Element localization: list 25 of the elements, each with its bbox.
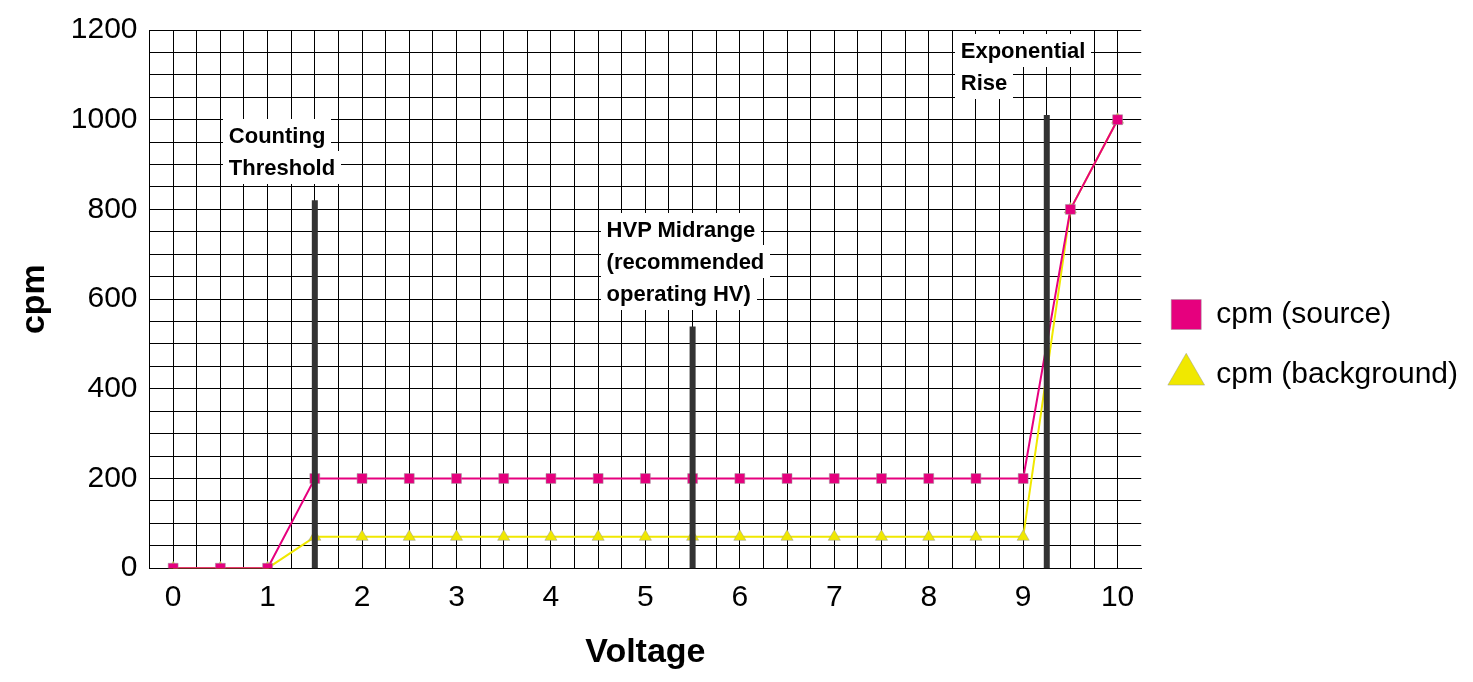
ref-line-label: Exponential Rise [959, 37, 1087, 97]
x-tick-label: 1 [259, 579, 276, 613]
y-tick-label: 600 [87, 280, 138, 314]
x-tick-label: 3 [448, 579, 465, 613]
x-tick-label: 2 [353, 579, 371, 613]
y-tick-label: 400 [87, 370, 138, 404]
y-axis-title: cpm [12, 264, 51, 335]
x-tick-label: 6 [731, 579, 749, 613]
x-tick-label: 7 [825, 579, 843, 613]
ref-line-label: HVP Midrange (recommended operating HV) [605, 216, 766, 309]
x-tick-label: 4 [542, 579, 560, 613]
y-tick-label: 1200 [70, 11, 138, 45]
x-tick-label: 8 [920, 579, 938, 613]
x-tick-label: 5 [637, 579, 654, 613]
ref-line-label: Counting Threshold [227, 122, 337, 183]
y-tick-label: 200 [87, 459, 138, 493]
x-tick-label: 10 [1100, 579, 1135, 613]
legend-label: cpm (background) [1216, 355, 1459, 389]
x-tick-label: 9 [1014, 579, 1032, 613]
y-tick-label: 1000 [70, 100, 138, 134]
y-tick-label: 800 [87, 190, 138, 224]
x-axis-title: Voltage [585, 630, 706, 669]
x-tick-label: 0 [164, 579, 182, 613]
legend-label: cpm (source) [1216, 295, 1392, 329]
y-tick-label: 0 [120, 549, 138, 583]
